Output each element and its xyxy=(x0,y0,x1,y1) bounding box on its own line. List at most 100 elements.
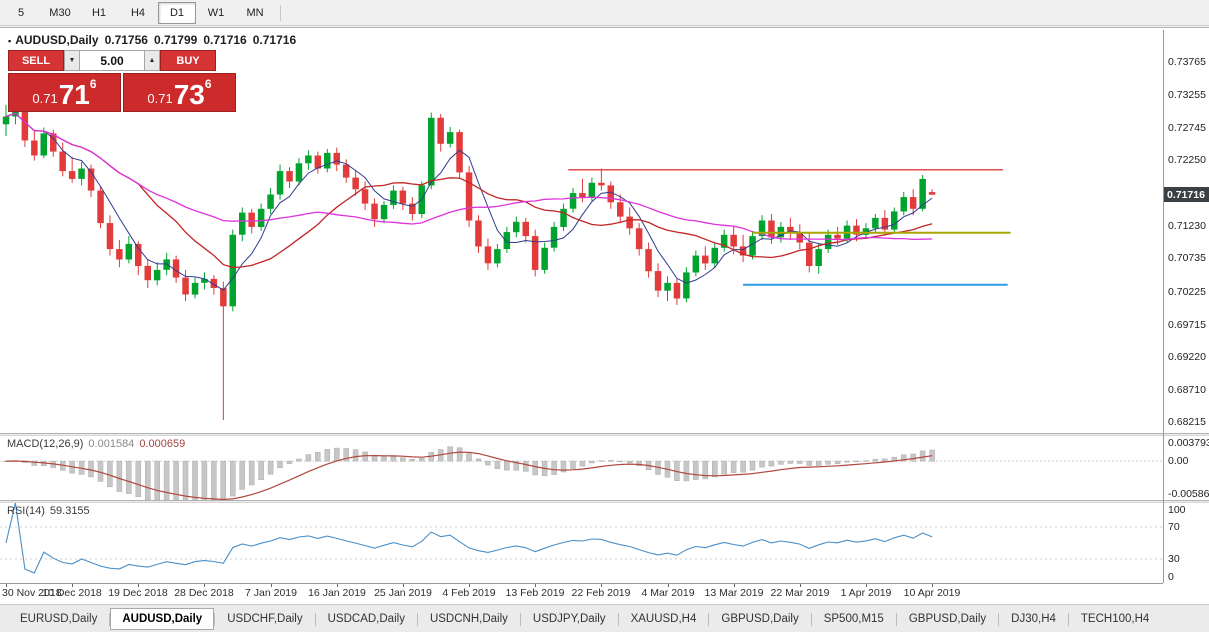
chart-symbol-label: AUDUSD,Daily xyxy=(15,33,99,47)
chart-tab-tech100-h4[interactable]: TECH100,H4 xyxy=(1080,613,1150,625)
price-scale-label: 0.72745 xyxy=(1168,122,1206,134)
price-chart-canvas[interactable] xyxy=(0,30,1163,433)
ask-pipette: 6 xyxy=(204,77,212,91)
volume-decrease-button[interactable]: ▼ xyxy=(64,50,80,71)
chart-tab-gbpusd-daily[interactable]: GBPUSD,Daily xyxy=(721,613,799,625)
time-axis-label: 16 Jan 2019 xyxy=(308,587,366,599)
chart-bullet-icon: ▪ xyxy=(8,36,12,46)
bid-price-display[interactable]: 0.71 71 6 xyxy=(8,73,121,112)
time-axis-tick xyxy=(271,584,272,587)
timeframe-button-M30[interactable]: M30 xyxy=(49,6,71,19)
macd-scale-zero: 0.00 xyxy=(1168,455,1189,467)
tab-separator xyxy=(1067,613,1069,626)
macd-histogram-layer xyxy=(3,446,935,500)
time-axis-tick xyxy=(932,584,933,587)
timeframe-button-H4[interactable]: H4 xyxy=(130,6,146,19)
bid-prefix: 0.71 xyxy=(32,91,58,106)
ohlc-close: 0.71716 xyxy=(252,33,297,47)
ask-price-display[interactable]: 0.71 73 6 xyxy=(123,73,236,112)
macd-signal-line xyxy=(5,451,933,500)
pane-splitter[interactable] xyxy=(0,433,1209,436)
timeframe-button-MN[interactable]: MN xyxy=(246,6,264,19)
timeframe-button-H1[interactable]: H1 xyxy=(91,6,107,19)
chart-title-ohlc: ▪ AUDUSD,Daily 0.71756 0.71799 0.71716 0.7171… xyxy=(8,33,302,47)
time-axis-label: 22 Feb 2019 xyxy=(571,587,631,599)
tab-separator xyxy=(810,613,812,626)
price-scale-label: 0.73255 xyxy=(1168,89,1206,101)
time-axis-tick xyxy=(204,584,205,587)
tab-separator xyxy=(214,613,216,626)
time-axis-label: 4 Feb 2019 xyxy=(442,587,496,599)
time-axis[interactable]: 30 Nov 2018 10 Dec 2018 19 Dec 2018 28 Dec … xyxy=(0,583,1163,603)
price-scale-label: 0.68710 xyxy=(1168,384,1206,396)
price-scale-label: 0.71230 xyxy=(1168,220,1206,232)
sell-button[interactable]: SELL xyxy=(8,50,64,71)
chart-surface[interactable] xyxy=(0,27,1209,605)
chart-tab-usdchf-daily[interactable]: USDCHF,Daily xyxy=(227,613,303,625)
price-scale-label: 0.70735 xyxy=(1168,252,1206,264)
time-axis-label: 25 Jan 2019 xyxy=(374,587,432,599)
chart-tab-usdcad-daily[interactable]: USDCAD,Daily xyxy=(327,613,405,625)
trendlines-layer xyxy=(568,169,1011,286)
rsi-value: 59.3155 xyxy=(49,505,90,517)
volume-increase-button[interactable]: ▲ xyxy=(144,50,160,71)
volume-input[interactable] xyxy=(80,50,144,71)
buy-button[interactable]: BUY xyxy=(160,50,216,71)
time-axis-tick xyxy=(337,584,338,587)
time-axis-tick xyxy=(668,584,669,587)
one-click-trade-panel: SELL ▼ ▲ BUY 0.71 71 6 0.71 73 6 xyxy=(8,50,236,112)
time-axis-label: 1 Apr 2019 xyxy=(840,587,892,599)
time-axis-tick xyxy=(601,584,602,587)
tab-separator xyxy=(109,613,111,626)
time-axis-label: 22 Mar 2019 xyxy=(770,587,830,599)
macd-title: MACD(12,26,9) xyxy=(7,438,84,450)
time-axis-label: 7 Jan 2019 xyxy=(245,587,297,599)
price-scale-label: 0.69715 xyxy=(1168,319,1206,331)
time-axis-tick xyxy=(734,584,735,587)
rsi-scale-label: 0 xyxy=(1168,571,1174,583)
timeframe-button-5[interactable]: 5 xyxy=(17,6,25,19)
time-axis-tick xyxy=(866,584,867,587)
time-axis-label: 30 Nov 2018 xyxy=(2,587,62,599)
macd-scale-max: 0.003793 xyxy=(1168,437,1209,449)
time-axis-label: 10 Apr 2019 xyxy=(903,587,961,599)
tab-separator xyxy=(617,613,619,626)
rsi-indicator-canvas[interactable] xyxy=(0,503,1163,583)
chart-tab-gbpusd-daily[interactable]: GBPUSD,Daily xyxy=(908,613,987,625)
time-axis-label: 13 Feb 2019 xyxy=(505,587,565,599)
scale-divider xyxy=(1163,30,1164,583)
chart-tab-xauusd-h4[interactable]: XAUUSD,H4 xyxy=(630,613,697,625)
chart-tab-sp500-m15[interactable]: SP500,M15 xyxy=(823,613,884,625)
current-price-tag: 0.71716 xyxy=(1164,187,1209,202)
macd-scale-min: -0.005864 xyxy=(1168,488,1209,500)
time-axis-tick xyxy=(6,584,7,587)
chart-tab-dj30-h4[interactable]: DJ30,H4 xyxy=(1011,613,1056,625)
price-scale-label: 0.72250 xyxy=(1168,154,1206,166)
ask-prefix: 0.71 xyxy=(147,91,173,106)
moving-averages-layer xyxy=(5,112,933,291)
timeframe-button-D1[interactable]: D1 xyxy=(158,1,196,24)
rsi-header: RSI(14) 59.3155 xyxy=(7,505,95,517)
ohlc-high: 0.71799 xyxy=(153,33,198,47)
rsi-title: RSI(14) xyxy=(7,505,45,517)
timeframe-toolbar: 5 M30 H1 H4 D1 W1 MN xyxy=(0,0,1209,26)
macd-signal-value: 0.000659 xyxy=(139,438,186,450)
time-axis-tick xyxy=(138,584,139,587)
rsi-line xyxy=(5,503,933,574)
chart-tab-eurusd-daily[interactable]: EURUSD,Daily xyxy=(20,613,98,625)
rsi-scale-label: 70 xyxy=(1168,521,1180,533)
time-axis-tick xyxy=(72,584,73,587)
timeframe-button-W1[interactable]: W1 xyxy=(207,6,225,19)
time-axis-label: 28 Dec 2018 xyxy=(174,587,234,599)
chart-tab-usdjpy-daily[interactable]: USDJPY,Daily xyxy=(532,613,606,625)
ohlc-open: 0.71756 xyxy=(104,33,148,47)
time-axis-tick xyxy=(800,584,801,587)
ohlc-low: 0.71716 xyxy=(203,33,247,47)
chart-tab-usdcnh-daily[interactable]: USDCNH,Daily xyxy=(429,613,508,625)
rsi-scale-label: 100 xyxy=(1168,504,1186,516)
chart-tab-audusd-daily[interactable]: AUDUSD,Daily xyxy=(110,608,215,630)
macd-indicator-canvas[interactable] xyxy=(0,436,1163,500)
pane-splitter[interactable] xyxy=(0,500,1209,503)
tab-separator xyxy=(895,613,897,626)
